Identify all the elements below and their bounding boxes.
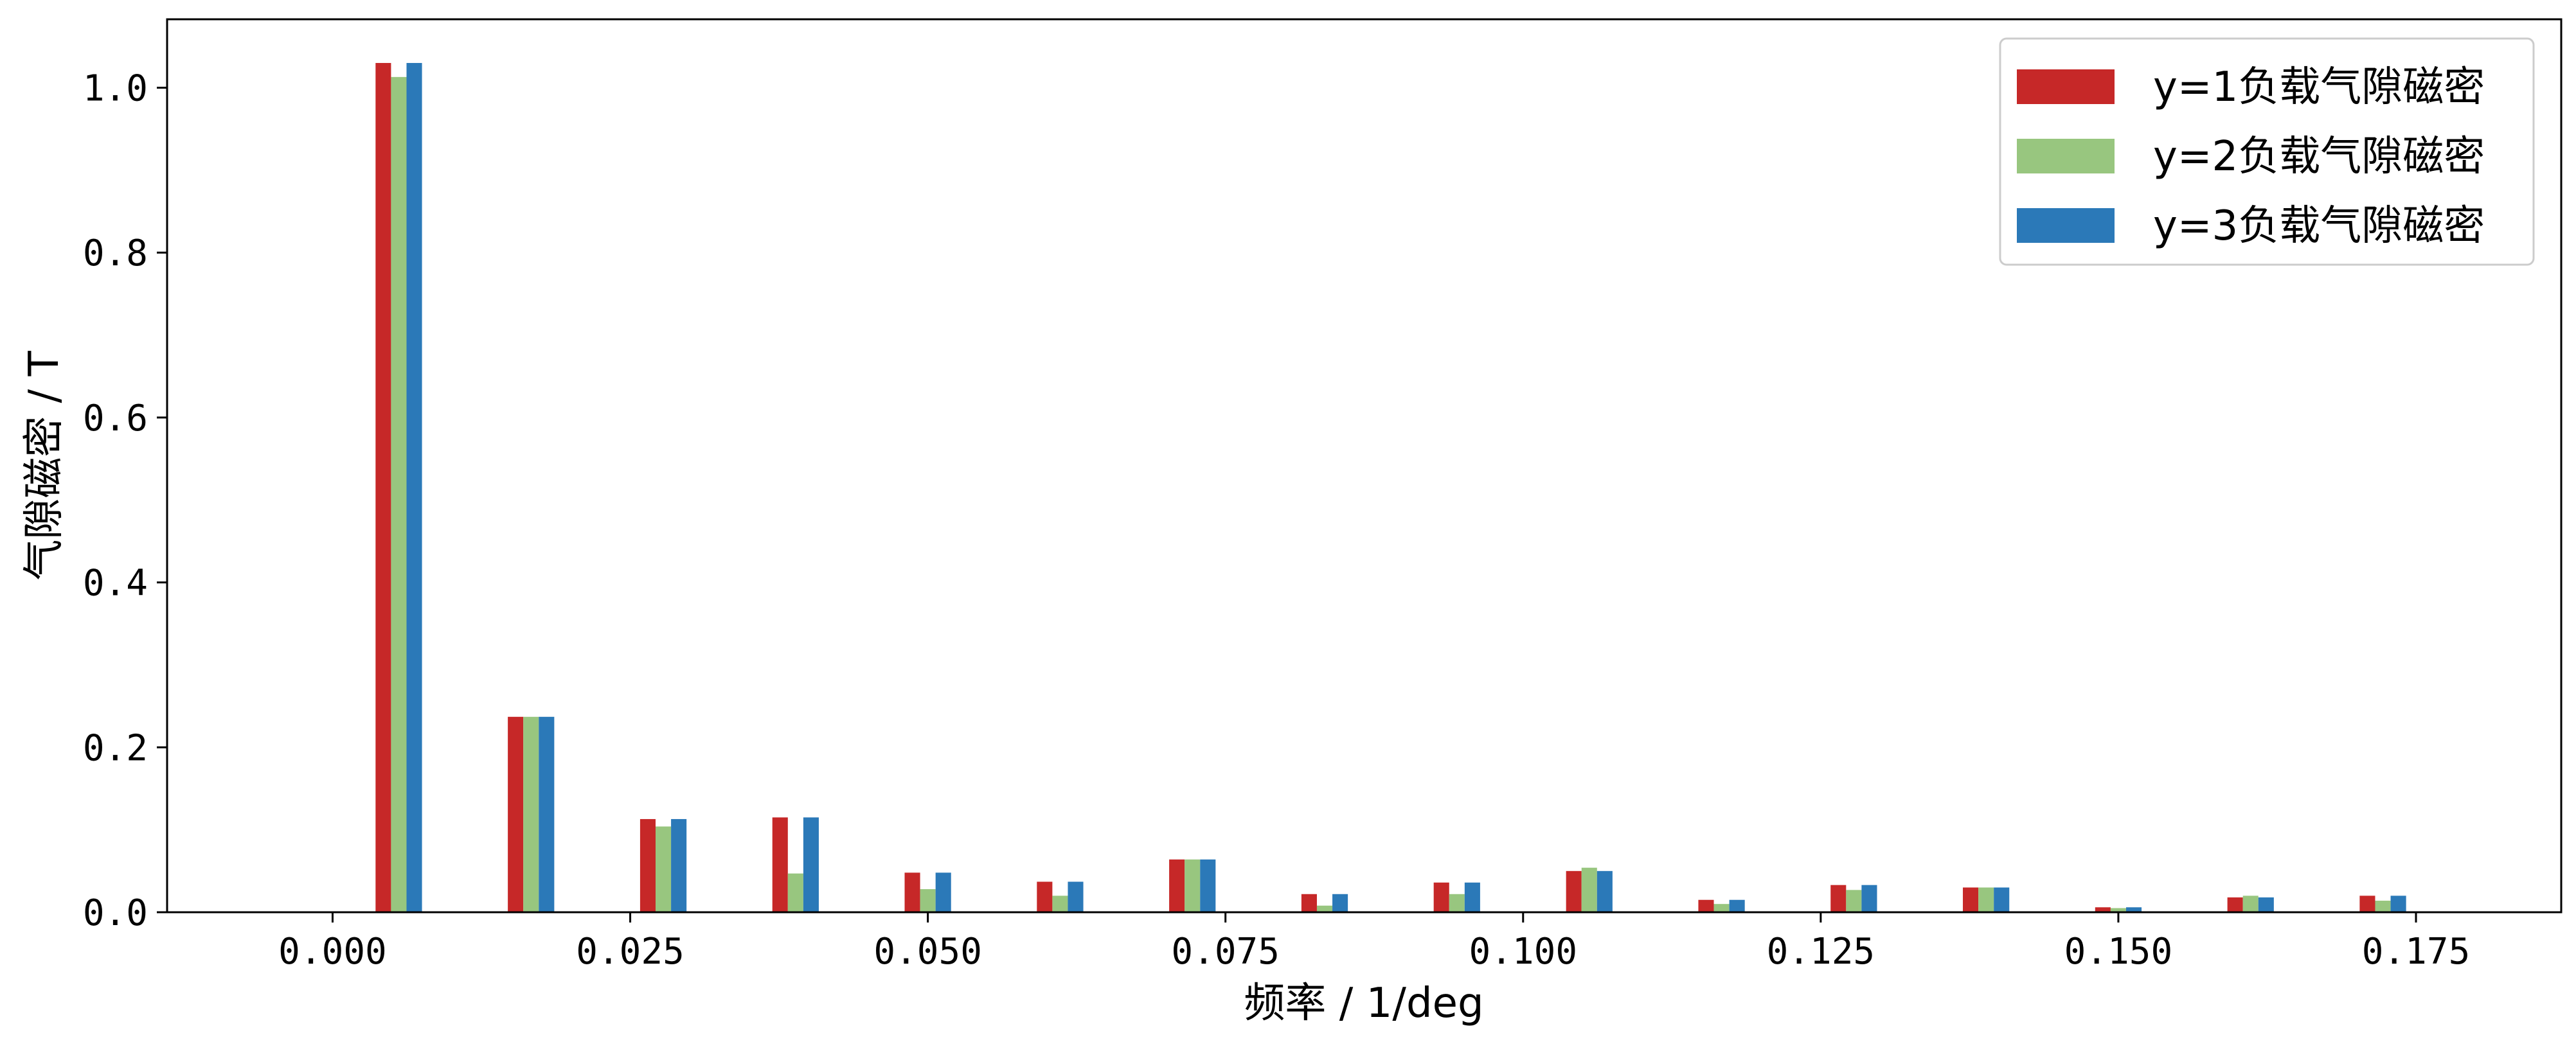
bar-s1-5	[1037, 881, 1053, 912]
legend-label-1: y=1负载气隙磁密	[2153, 64, 2485, 111]
bar-s3-12	[1994, 887, 2010, 912]
bar-s3-15	[2390, 896, 2406, 912]
bar-s2-5	[1052, 896, 1068, 912]
bar-s2-7	[1316, 905, 1333, 912]
bar-s3-11	[1861, 885, 1877, 912]
bar-s2-13	[2110, 908, 2126, 912]
x-axis-label: 频率 / 1/deg	[1244, 980, 1483, 1027]
x-tick-label: 0.150	[2064, 931, 2173, 973]
x-axis-ticks: 0.000 0.025 0.050 0.075 0.100 0.125 0.150 0.175	[278, 912, 2470, 973]
bar-s1-12	[1963, 887, 1979, 912]
bar-s3-2	[671, 818, 687, 912]
bar-s3-1	[539, 716, 555, 912]
bar-s1-11	[1830, 885, 1847, 912]
y-tick-label: 0.2	[83, 727, 148, 769]
bar-s3-3	[803, 817, 819, 912]
bar-s3-8	[1464, 882, 1480, 912]
legend-swatch-2	[2017, 139, 2115, 173]
bar-s3-4	[935, 872, 951, 912]
x-tick-label: 0.075	[1171, 931, 1280, 973]
bar-s1-14	[2227, 897, 2243, 912]
bar-s3-0	[406, 63, 422, 912]
bar-s1-8	[1433, 882, 1449, 912]
bar-s2-0	[391, 76, 407, 913]
y-tick-label: 1.0	[83, 68, 148, 110]
bar-s1-7	[1301, 894, 1317, 912]
bar-s2-6	[1185, 859, 1201, 912]
y-tick-label: 0.6	[83, 398, 148, 439]
legend: y=1负载气隙磁密 y=2负载气隙磁密 y=3负载气隙磁密	[1999, 37, 2535, 266]
bar-s2-15	[2375, 901, 2391, 912]
bar-s2-10	[1713, 904, 1730, 912]
y-axis-label: 气隙磁密 / T	[21, 350, 68, 580]
x-tick-label: 0.125	[1767, 931, 1875, 973]
y-tick-label: 0.4	[83, 563, 148, 605]
bar-s1-2	[640, 818, 656, 912]
legend-label-2: y=2负载气隙磁密	[2153, 133, 2485, 181]
plot-frame	[166, 18, 2563, 914]
bar-s2-8	[1449, 894, 1465, 912]
bar-s2-14	[2242, 896, 2258, 912]
bar-s2-11	[1846, 890, 1862, 912]
bar-s3-6	[1200, 859, 1216, 912]
bar-s1-0	[375, 63, 391, 912]
bar-s1-6	[1169, 859, 1185, 912]
bar-s3-5	[1068, 881, 1084, 912]
y-axis-ticks: 0.0 0.2 0.4 0.6 0.8 1.0	[83, 68, 167, 934]
bar-s1-4	[904, 872, 920, 912]
bar-s2-2	[656, 826, 672, 912]
bar-s3-10	[1729, 899, 1745, 912]
legend-frame	[1999, 37, 2535, 266]
legend-swatch-1	[2017, 69, 2115, 104]
x-tick-label: 0.100	[1469, 931, 1577, 973]
bar-s3-7	[1332, 894, 1348, 912]
bar-s2-4	[920, 889, 936, 912]
bar-s1-1	[508, 716, 524, 912]
bar-s2-3	[787, 873, 803, 912]
bar-s2-1	[523, 716, 539, 912]
bar-s2-12	[1978, 887, 1994, 912]
bars-group	[375, 63, 2406, 913]
bar-s3-14	[2258, 897, 2274, 912]
x-tick-label: 0.000	[278, 931, 387, 973]
bar-s3-9	[1597, 870, 1613, 912]
y-tick-label: 0.8	[83, 233, 148, 274]
bar-s1-13	[2095, 907, 2111, 912]
x-tick-label: 0.025	[576, 931, 684, 973]
x-tick-label: 0.175	[2362, 931, 2471, 973]
bar-s3-13	[2125, 907, 2142, 912]
bar-s1-9	[1566, 870, 1582, 912]
y-tick-label: 0.0	[83, 892, 148, 934]
bar-s2-9	[1581, 867, 1597, 912]
bar-s1-10	[1698, 899, 1714, 912]
bar-s1-15	[2359, 896, 2375, 912]
legend-label-3: y=3负载气隙磁密	[2153, 202, 2485, 250]
legend-swatch-3	[2017, 208, 2115, 243]
x-tick-label: 0.050	[873, 931, 982, 973]
bar-s1-3	[772, 817, 788, 912]
